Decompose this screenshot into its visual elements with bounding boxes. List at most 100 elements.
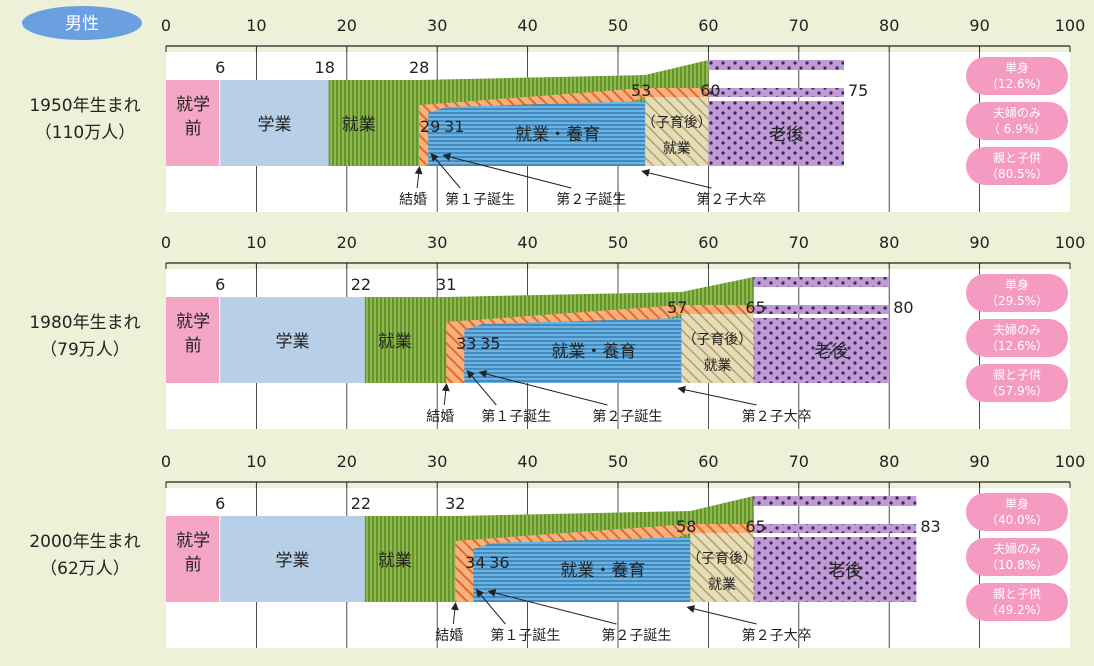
x-tick-label: 60: [698, 16, 718, 35]
event-arrow: [414, 166, 423, 189]
x-tick-label: 40: [517, 233, 537, 252]
age-label: 34: [465, 553, 485, 572]
x-tick-label: 20: [337, 452, 357, 471]
event-label: 第１子誕生: [445, 191, 515, 208]
old-age-single: [708, 60, 844, 70]
household-label: 夫婦のみ: [993, 105, 1041, 120]
event-arrow: [641, 169, 712, 189]
age-label: 22: [351, 494, 371, 513]
x-tick-label: 80: [879, 452, 899, 471]
household-label: 親と子供: [993, 587, 1041, 601]
household-label: 親と子供: [993, 151, 1041, 165]
household-value: （49.2%）: [986, 603, 1048, 617]
event-label: 第２子誕生: [556, 191, 626, 208]
study-label: 学業: [257, 115, 291, 135]
post-child-label: （子育後）: [682, 332, 752, 348]
preschool-label-1: 就学: [176, 531, 210, 551]
old-age-couple: [708, 88, 844, 97]
old-age-family: [753, 318, 890, 383]
work-label: 就業: [378, 332, 412, 352]
household-pill: [966, 274, 1068, 312]
age-label: 6: [215, 275, 225, 294]
x-tick-label: 20: [337, 233, 357, 252]
x-tick-label: 70: [789, 233, 809, 252]
study-bar: [220, 297, 365, 383]
old-age-family: [753, 537, 917, 602]
x-tick-label: 20: [337, 16, 357, 35]
household-label: 単身: [1005, 496, 1029, 511]
household-label: 親と子供: [993, 368, 1041, 382]
x-tick-label: 10: [246, 452, 266, 471]
x-tick-label: 60: [698, 233, 718, 252]
preschool-bar: [166, 297, 220, 383]
event-label: 結婚: [399, 192, 427, 208]
life-course-row: 0 10 20 30 40 50 60 70 80 90 100 1950年生まれ （110万人） 就学前…: [29, 16, 1085, 212]
preschool-bar: [166, 516, 220, 602]
work-label: 就業: [378, 551, 412, 571]
old-age-couple: [753, 305, 890, 314]
x-tick-label: 0: [161, 452, 171, 471]
household-pill: [966, 538, 1068, 576]
age-label: 6: [215, 494, 225, 513]
x-tick-label: 70: [789, 16, 809, 35]
age-label: 35: [480, 334, 500, 353]
x-tick-label: 10: [246, 233, 266, 252]
parenting-area: [473, 537, 691, 602]
age-label: 22: [351, 275, 371, 294]
x-tick-label: 30: [427, 452, 447, 471]
household-label: 単身: [1005, 60, 1029, 75]
age-label: 18: [315, 58, 335, 77]
old-age-label: 老後: [814, 342, 848, 362]
event-arrow: [441, 383, 450, 406]
x-tick-label: 10: [246, 16, 266, 35]
event-label: 第１子誕生: [490, 627, 560, 644]
preschool-label-2: 前: [185, 336, 202, 356]
household-value: （10.8%）: [986, 558, 1048, 572]
row-title: 1980年生まれ: [29, 313, 140, 333]
work-label: 就業: [342, 115, 376, 135]
household-value: （80.5%）: [986, 167, 1048, 181]
x-tick-label: 60: [698, 452, 718, 471]
work-parent-label: 就業・養育: [515, 125, 600, 145]
old-age-single: [753, 496, 917, 506]
x-tick-label: 80: [879, 16, 899, 35]
gender-badge: 男性: [22, 6, 142, 40]
x-tick-label: 80: [879, 233, 899, 252]
age-label: 32: [445, 494, 465, 513]
age-label: 75: [848, 81, 868, 100]
work-parent-label: 就業・養育: [551, 342, 636, 362]
preschool-label-2: 前: [185, 119, 202, 139]
household-value: （40.0%）: [986, 513, 1048, 527]
life-course-row: 0 10 20 30 40 50 60 70 80 90 100 2000年生まれ （62万人） 就学前 学…: [29, 452, 1085, 648]
x-tick-label: 100: [1055, 233, 1086, 252]
age-label: 33: [456, 334, 476, 353]
household-pill: [966, 319, 1068, 357]
x-tick-label: 90: [969, 233, 989, 252]
old-age-family: [708, 101, 844, 166]
event-arrow: [478, 370, 608, 406]
household-value: （12.6%）: [986, 77, 1048, 91]
rows-layer: 0 10 20 30 40 50 60 70 80 90 1001950年生まれ（110万人）就学前…: [29, 16, 1085, 648]
household-pill: [966, 102, 1068, 140]
household-label: 夫婦のみ: [993, 541, 1041, 556]
age-label: 29: [420, 117, 440, 136]
preschool-bar: [166, 80, 220, 166]
work-parent-label: 就業・養育: [560, 561, 645, 581]
x-tick-label: 70: [789, 452, 809, 471]
study-label: 学業: [276, 551, 310, 571]
household-label: 夫婦のみ: [993, 322, 1041, 337]
age-label: 28: [409, 58, 429, 77]
event-label: 第２子大卒: [696, 191, 766, 208]
study-bar: [220, 80, 329, 166]
age-label: 65: [745, 298, 765, 317]
event-arrow: [475, 588, 506, 625]
age-label: 53: [631, 81, 651, 100]
x-tick-label: 50: [608, 233, 628, 252]
age-label: 6: [215, 58, 225, 77]
household-label: 単身: [1005, 277, 1029, 292]
post-child-label: （子育後）: [642, 115, 712, 131]
row-subtitle: （62万人）: [40, 559, 130, 579]
old-age-couple: [753, 524, 917, 533]
row-subtitle: （110万人）: [35, 123, 135, 143]
x-tick-label: 40: [517, 452, 537, 471]
